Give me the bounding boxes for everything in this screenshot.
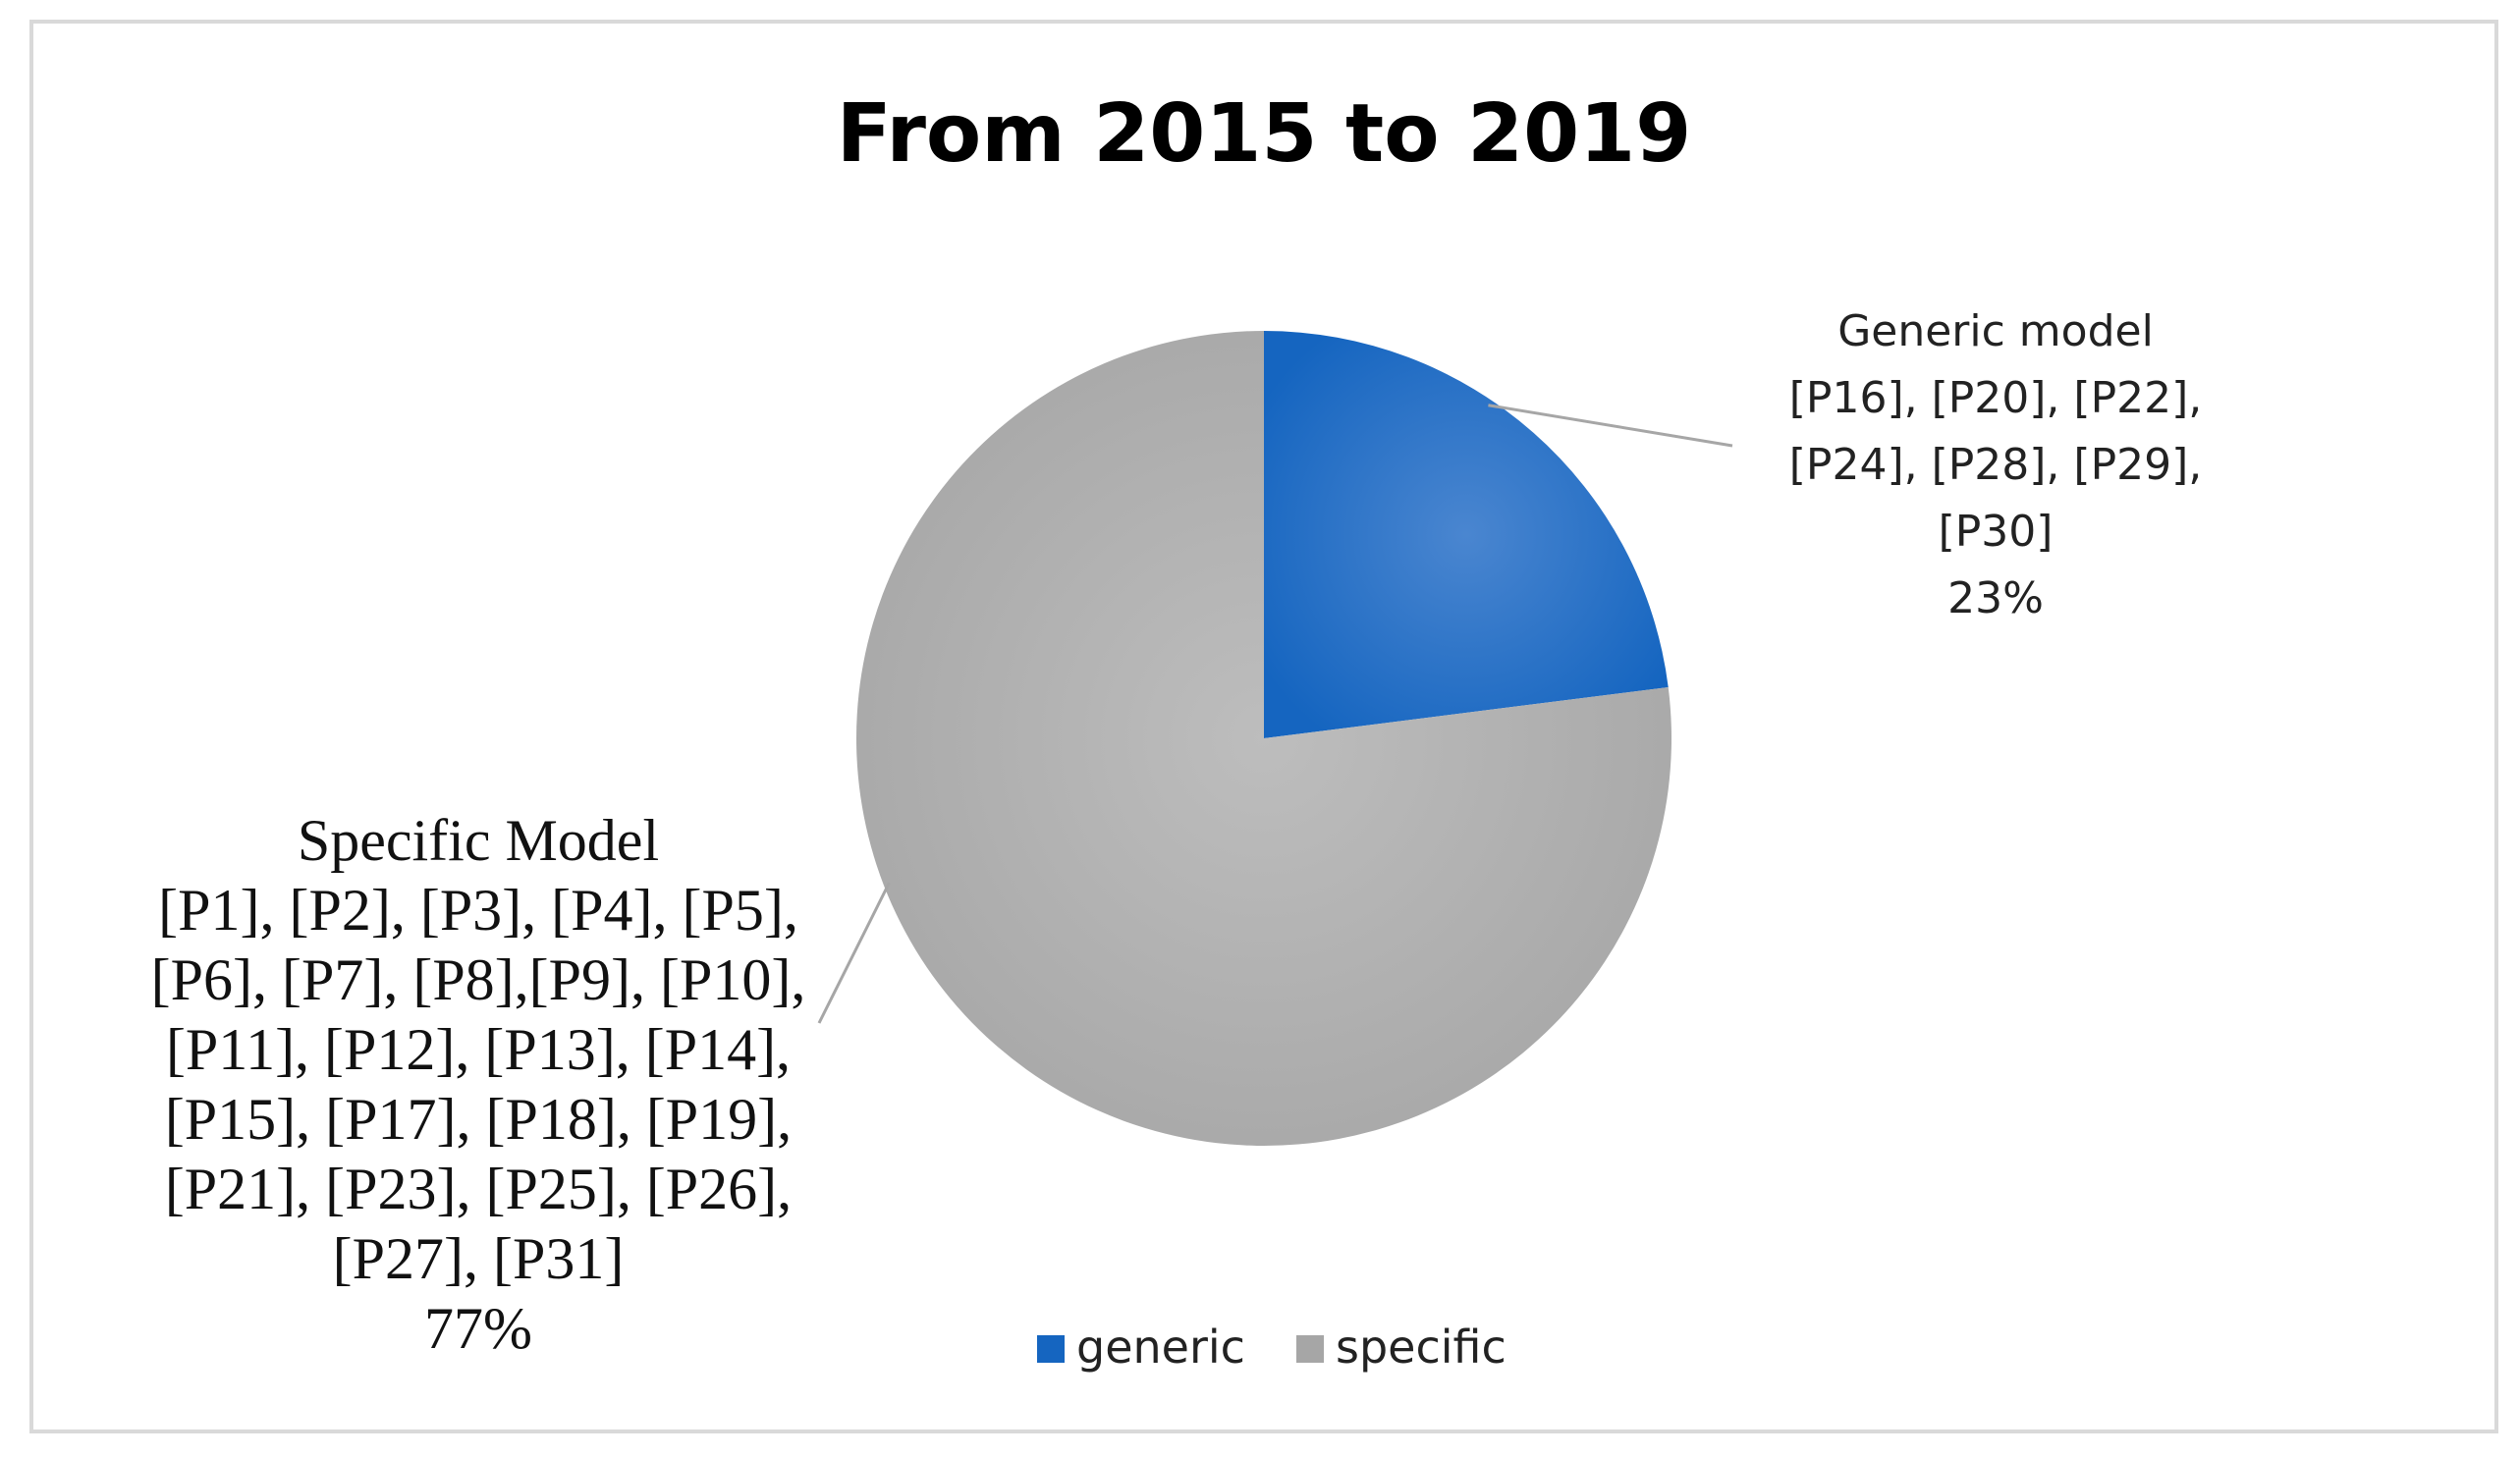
data-labels: Generic model [P16], [P20], [P22], [P24], … bbox=[151, 306, 2203, 1361]
data-label-line: 23% bbox=[1947, 573, 2044, 623]
legend-label-generic: generic bbox=[1076, 1321, 1245, 1374]
leader-lines bbox=[817, 404, 1733, 1024]
data-label-line: Generic model bbox=[1837, 306, 2154, 356]
data-label-line: [P1], [P2], [P3], [P4], [P5], bbox=[158, 878, 798, 943]
leader-line-specific bbox=[817, 882, 891, 1024]
data-label-line: [P16], [P20], [P22], bbox=[1789, 373, 2203, 423]
pie-slices bbox=[856, 331, 1672, 1146]
data-label-line: [P15], [P17], [P18], [P19], bbox=[165, 1087, 792, 1152]
data-label-generic: Generic model [P16], [P20], [P22], [P24], … bbox=[1789, 306, 2203, 623]
chart-frame: From 2015 to 2019 Generic model [P16], [P… bbox=[29, 20, 2498, 1433]
data-label-line: [P21], [P23], [P25], [P26], bbox=[165, 1157, 792, 1221]
legend-swatch-generic bbox=[1037, 1335, 1065, 1363]
leader-line-generic bbox=[1488, 404, 1733, 448]
pie-slice-generic bbox=[1264, 331, 1669, 738]
legend-swatch-specific bbox=[1296, 1335, 1324, 1363]
data-label-line: [P6], [P7], [P8],[P9], [P10], bbox=[151, 947, 806, 1012]
chart-title: From 2015 to 2019 bbox=[837, 87, 1692, 181]
pie-chart: From 2015 to 2019 Generic model [P16], [P… bbox=[151, 87, 2203, 1374]
data-label-specific: Specific Model [P1], [P2], [P3], [P4], [P… bbox=[151, 808, 806, 1361]
pie-slice-specific bbox=[856, 331, 1672, 1146]
data-label-line: [P30] bbox=[1939, 507, 2054, 557]
legend-label-specific: specific bbox=[1336, 1321, 1507, 1374]
legend: generic specific bbox=[1037, 1321, 1507, 1374]
data-label-line: [P24], [P28], [P29], bbox=[1789, 440, 2203, 490]
data-label-line: [P11], [P12], [P13], [P14], bbox=[166, 1017, 791, 1082]
data-label-line: Specific Model bbox=[298, 808, 659, 873]
data-label-line: 77% bbox=[424, 1296, 532, 1361]
data-label-line: [P27], [P31] bbox=[333, 1226, 625, 1291]
